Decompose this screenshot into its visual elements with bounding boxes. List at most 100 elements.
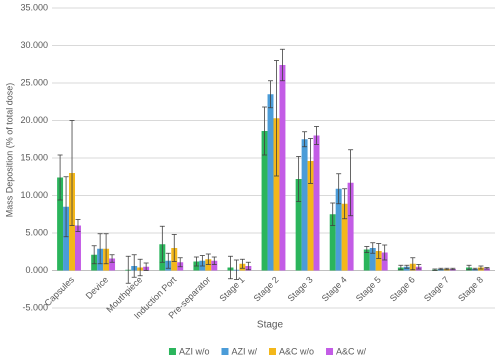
bar (273, 118, 280, 271)
legend-swatch (168, 348, 176, 355)
error-bar (233, 259, 239, 280)
error-bar (63, 176, 69, 238)
error-bar (348, 149, 354, 217)
error-bar (444, 267, 450, 271)
error-bar (410, 257, 416, 271)
x-tick-label: Device (84, 275, 111, 302)
error-bar (199, 255, 205, 267)
bar (335, 188, 342, 271)
y-tick-label: 0.000 (25, 265, 48, 275)
y-tick-label: -5.000 (22, 302, 48, 312)
error-bar (376, 243, 382, 259)
error-bar (472, 267, 478, 271)
x-axis-title: Stage (257, 320, 284, 331)
error-bar (370, 242, 376, 254)
bar (295, 179, 302, 271)
error-bar (296, 156, 302, 202)
error-bar (273, 60, 279, 177)
y-tick-label: 10.000 (20, 190, 48, 200)
bar (211, 260, 218, 271)
error-bar (382, 244, 388, 261)
bar (381, 252, 388, 271)
error-bar (75, 219, 81, 232)
bar (307, 161, 314, 271)
x-tick-label: Stage 2 (252, 275, 281, 304)
error-bar (262, 106, 268, 156)
bar (341, 203, 348, 271)
bar (369, 248, 376, 271)
error-bar (432, 268, 438, 271)
error-bar (438, 267, 444, 271)
bar (347, 182, 354, 271)
error-bar (97, 233, 103, 265)
bar (313, 135, 320, 271)
legend-label: AZI w/ (231, 346, 257, 356)
error-bar (404, 264, 410, 269)
error-bar (279, 48, 285, 82)
bar (63, 206, 70, 271)
legend-label: A&C w/o (279, 346, 314, 356)
legend-swatch (221, 348, 229, 355)
y-tick-label: 20.000 (20, 115, 48, 125)
error-bar (245, 261, 251, 271)
error-bar (308, 138, 314, 184)
error-bar (125, 255, 131, 284)
error-bar (450, 267, 456, 271)
error-bar (91, 245, 97, 265)
bar (267, 94, 274, 271)
legend-label: AZI w/o (179, 346, 210, 356)
legend-label: A&C w/ (336, 346, 367, 356)
error-bar (109, 254, 115, 263)
x-tick-label: Stage 7 (422, 275, 451, 304)
x-tick-label: Stage 8 (456, 275, 485, 304)
error-bar (193, 256, 199, 267)
error-bar (143, 262, 149, 271)
error-bar (416, 264, 422, 270)
error-bar (302, 131, 308, 148)
x-tick-label: Stage 3 (286, 275, 315, 304)
error-bar (57, 154, 63, 201)
error-bar (131, 254, 137, 278)
y-tick-label: 15.000 (20, 152, 48, 162)
bar (109, 258, 116, 271)
x-tick-label: Capsules (43, 274, 77, 308)
error-bar (103, 233, 109, 265)
error-bar (159, 225, 165, 263)
error-bar (484, 267, 490, 270)
bar (363, 249, 370, 271)
y-tick-label: 25.000 (20, 77, 48, 87)
y-tick-label: 35.000 (20, 2, 48, 12)
error-bar (466, 264, 472, 271)
x-tick-label: Stage 4 (320, 275, 349, 304)
bar (57, 177, 64, 271)
bar (261, 131, 268, 271)
error-bar (165, 252, 171, 269)
x-tick-label: Stage 5 (354, 275, 383, 304)
error-bar (398, 264, 404, 271)
error-bar (69, 120, 75, 226)
x-tick-label: Stage 6 (388, 275, 417, 304)
bar (279, 65, 286, 271)
y-axis-title: Mass Deposition (% of total dose) (4, 83, 14, 218)
error-bar (171, 234, 177, 262)
error-bar (268, 80, 274, 109)
error-bar (227, 255, 233, 280)
y-tick-label: 5.000 (25, 227, 48, 237)
error-bar (177, 257, 183, 268)
error-bar (330, 202, 336, 226)
error-bar (336, 173, 342, 205)
y-tick-label: 30.000 (20, 40, 48, 50)
error-bar (478, 265, 484, 270)
bar (375, 251, 382, 271)
bar (329, 214, 336, 271)
legend-swatch (269, 348, 276, 355)
legend-swatch (326, 348, 334, 355)
error-bar (314, 126, 320, 145)
error-bar (205, 253, 211, 265)
error-bar (137, 258, 143, 277)
error-bar (239, 258, 245, 269)
error-bar (364, 246, 370, 253)
error-bar (211, 256, 217, 265)
bar (75, 225, 81, 271)
